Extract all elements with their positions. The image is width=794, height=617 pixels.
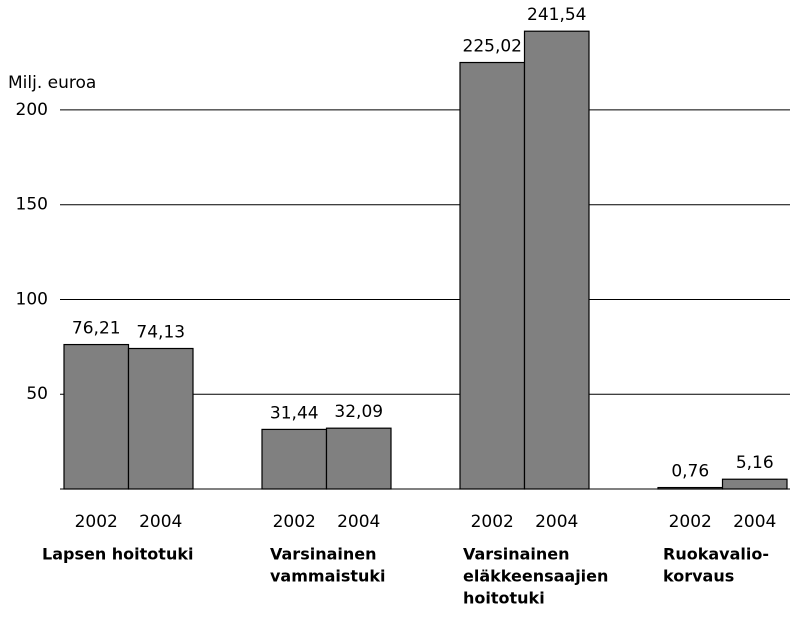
y-tick-label: 50 <box>26 384 48 404</box>
bar <box>261 428 328 490</box>
value-label: 31,44 <box>270 403 319 423</box>
value-label: 241,54 <box>527 5 586 25</box>
category-label: Ruokavalio- <box>663 545 769 564</box>
x-tick-label: 2002 <box>273 512 316 532</box>
category-label: hoitotuki <box>463 589 545 608</box>
x-tick-label: 2002 <box>471 512 514 532</box>
category-label: vammaistuki <box>270 567 386 586</box>
x-tick-label: 2004 <box>139 512 182 532</box>
category-label: Varsinainen <box>463 545 570 564</box>
y-tick-label: 150 <box>16 195 48 215</box>
category-label: Lapsen hoitotuki <box>42 545 193 564</box>
category-label: Varsinainen <box>270 545 377 564</box>
bar <box>657 486 724 490</box>
value-label: 0,76 <box>671 462 709 482</box>
y-axis-label: Milj. euroa <box>8 73 96 93</box>
x-tick-label: 2004 <box>337 512 380 532</box>
y-tick-label: 200 <box>16 100 48 120</box>
category-label: korvaus <box>663 567 734 586</box>
y-tick-label: 100 <box>16 289 48 309</box>
bar <box>721 478 788 490</box>
bar <box>523 30 590 490</box>
x-tick-label: 2004 <box>733 512 776 532</box>
bar <box>459 61 526 490</box>
bar <box>325 427 392 490</box>
x-tick-label: 2002 <box>669 512 712 532</box>
value-label: 32,09 <box>334 402 383 422</box>
x-tick-label: 2004 <box>535 512 578 532</box>
value-label: 5,16 <box>736 453 774 473</box>
bar <box>127 347 194 490</box>
value-label: 74,13 <box>136 322 185 342</box>
x-tick-label: 2002 <box>75 512 118 532</box>
value-label: 225,02 <box>463 37 522 57</box>
value-label: 76,21 <box>72 319 121 339</box>
category-label: eläkkeensaajien <box>463 567 608 586</box>
bar <box>63 343 130 490</box>
